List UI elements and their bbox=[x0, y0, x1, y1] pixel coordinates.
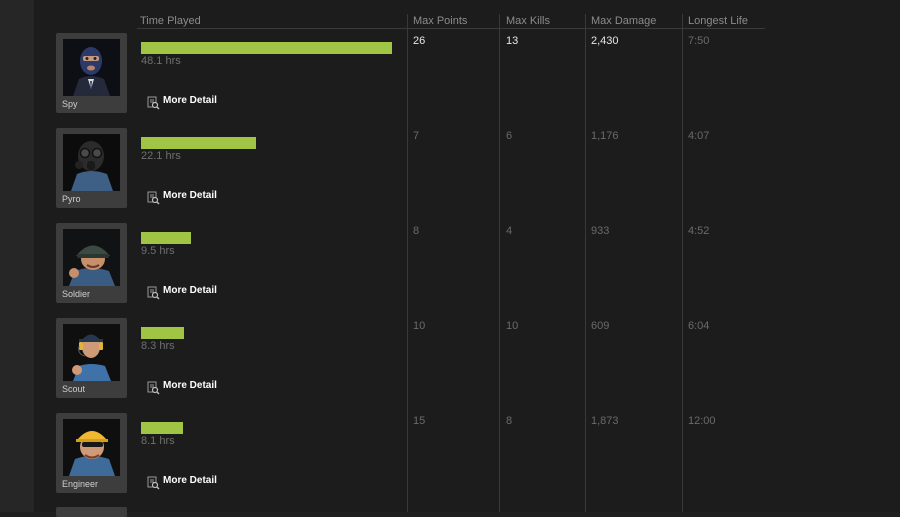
max-damage-value: 609 bbox=[591, 320, 610, 332]
longest-life-value: 4:52 bbox=[688, 225, 710, 237]
column-divider bbox=[682, 14, 683, 512]
class-portrait[interactable]: Soldier bbox=[56, 223, 127, 303]
header-max-points: Max Points bbox=[413, 15, 468, 27]
class-portrait[interactable]: Engineer bbox=[56, 413, 127, 493]
max-kills-value: 4 bbox=[506, 225, 513, 237]
class-row: Pyro 22.1 hrs More Detail 7 6 1,176 4:07 bbox=[0, 128, 900, 223]
longest-life-value: 7:50 bbox=[688, 35, 710, 47]
longest-life-value: 6:04 bbox=[688, 320, 710, 332]
scout-portrait-icon bbox=[63, 324, 120, 381]
magnifier-document-icon bbox=[146, 476, 160, 490]
more-detail-label: More Detail bbox=[163, 95, 217, 106]
max-points-value: 8 bbox=[413, 225, 420, 237]
class-row: Spy 48.1 hrs More Detail 26 13 2,430 7:50 bbox=[0, 33, 900, 128]
time-played-value: 22.1 hrs bbox=[141, 150, 181, 162]
soldier-portrait-icon bbox=[63, 229, 120, 286]
max-points-value: 7 bbox=[413, 130, 420, 142]
pyro-portrait-icon bbox=[63, 134, 120, 191]
max-points-value: 15 bbox=[413, 415, 426, 427]
more-detail-label: More Detail bbox=[163, 380, 217, 391]
left-gutter bbox=[0, 0, 34, 512]
spy-portrait-icon bbox=[63, 39, 120, 96]
class-row: Engineer 8.1 hrs More Detail 15 8 1,873 12:00 bbox=[0, 413, 900, 508]
longest-life-value: 4:07 bbox=[688, 130, 710, 142]
class-portrait[interactable]: Scout bbox=[56, 318, 127, 398]
class-portrait-partial[interactable] bbox=[56, 507, 127, 517]
class-row: Scout 8.3 hrs More Detail 10 10 609 6:04 bbox=[0, 318, 900, 413]
class-portrait[interactable]: Pyro bbox=[56, 128, 127, 208]
max-damage-value: 1,873 bbox=[591, 415, 619, 427]
max-kills-value: 8 bbox=[506, 415, 513, 427]
class-name: Spy bbox=[62, 99, 78, 109]
more-detail-label: More Detail bbox=[163, 475, 217, 486]
header-longest-life: Longest Life bbox=[688, 15, 748, 27]
engineer-portrait-icon bbox=[63, 419, 120, 476]
header-time-played: Time Played bbox=[140, 15, 201, 27]
time-played-value: 9.5 hrs bbox=[141, 245, 175, 257]
class-portrait[interactable]: Spy bbox=[56, 33, 127, 113]
column-divider bbox=[499, 14, 500, 512]
magnifier-document-icon bbox=[146, 191, 160, 205]
max-damage-value: 933 bbox=[591, 225, 610, 237]
time-played-bar bbox=[141, 232, 191, 244]
longest-life-value: 12:00 bbox=[688, 415, 716, 427]
column-divider bbox=[407, 14, 408, 512]
max-kills-value: 10 bbox=[506, 320, 519, 332]
header-max-kills: Max Kills bbox=[506, 15, 551, 27]
class-name: Pyro bbox=[62, 194, 81, 204]
max-points-value: 10 bbox=[413, 320, 426, 332]
time-played-bar bbox=[141, 327, 184, 339]
class-row: Soldier 9.5 hrs More Detail 8 4 933 4:52 bbox=[0, 223, 900, 318]
class-name: Soldier bbox=[62, 289, 91, 299]
time-played-value: 8.1 hrs bbox=[141, 435, 175, 447]
max-kills-value: 13 bbox=[506, 35, 519, 47]
more-detail-label: More Detail bbox=[163, 285, 217, 296]
more-detail-label: More Detail bbox=[163, 190, 217, 201]
class-name: Engineer bbox=[62, 479, 99, 489]
time-played-bar bbox=[141, 42, 392, 54]
header-max-damage: Max Damage bbox=[591, 15, 657, 27]
max-damage-value: 2,430 bbox=[591, 35, 619, 47]
class-name: Scout bbox=[62, 384, 86, 394]
time-played-bar bbox=[141, 422, 183, 434]
max-points-value: 26 bbox=[413, 35, 426, 47]
time-played-bar bbox=[141, 137, 256, 149]
time-played-value: 8.3 hrs bbox=[141, 340, 175, 352]
time-played-value: 48.1 hrs bbox=[141, 55, 181, 67]
max-damage-value: 1,176 bbox=[591, 130, 619, 142]
column-divider bbox=[585, 14, 586, 512]
magnifier-document-icon bbox=[146, 96, 160, 110]
header-divider bbox=[137, 28, 765, 29]
magnifier-document-icon bbox=[146, 286, 160, 300]
max-kills-value: 6 bbox=[506, 130, 513, 142]
magnifier-document-icon bbox=[146, 381, 160, 395]
